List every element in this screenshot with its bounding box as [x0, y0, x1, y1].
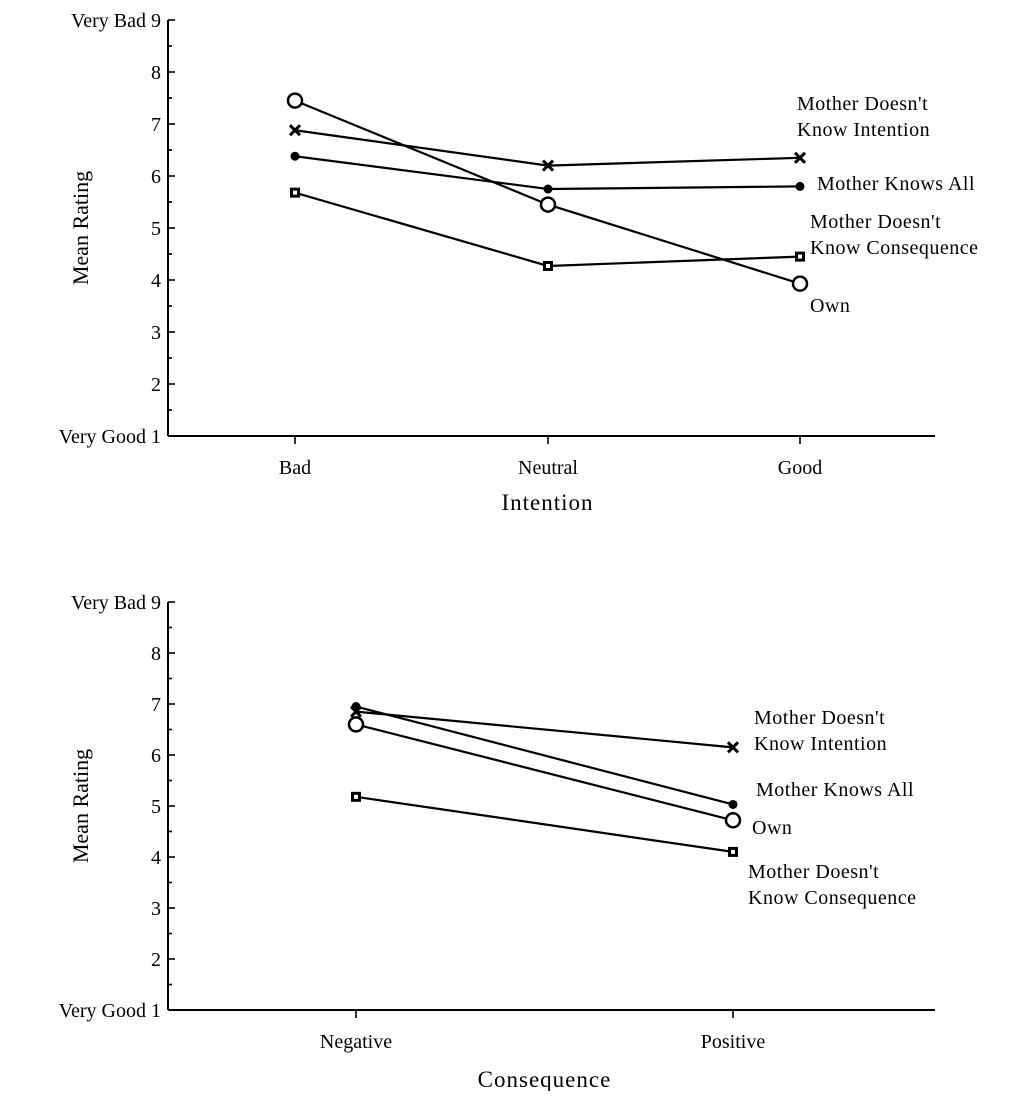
series-label: Mother Doesn't — [810, 211, 941, 233]
series-label: Own — [752, 817, 792, 839]
square-marker-center — [798, 254, 802, 259]
y-tick-label: 3 — [151, 322, 161, 344]
y-tick-label: 7 — [151, 114, 161, 136]
dot-marker — [728, 799, 738, 809]
consequence-chart: Very Good 1 2 3 4 5 6 7 8 Very Bad 9 Negative Posi… — [59, 592, 935, 1092]
series-line-circle — [355, 723, 734, 822]
cross-marker-stroke — [793, 151, 807, 164]
x-axis-title: Intention — [501, 490, 593, 515]
series-line-cross — [294, 129, 801, 167]
series-line-cross — [355, 710, 734, 749]
square-marker-center — [546, 263, 550, 268]
circle-marker — [286, 92, 304, 109]
x-tick-label: Good — [778, 457, 822, 479]
series-label: Mother Doesn't — [748, 861, 879, 883]
x-tick-label: Bad — [279, 457, 311, 479]
y-tick-label: 2 — [151, 374, 161, 396]
y-tick-label: 8 — [151, 643, 161, 665]
circle-marker — [347, 716, 365, 733]
dot-marker — [290, 151, 300, 161]
circle-marker — [539, 196, 557, 213]
y-tick-label: 6 — [151, 745, 161, 767]
dot-marker — [795, 181, 805, 191]
y-tick-label: Very Bad 9 — [71, 10, 161, 32]
series-line-square — [355, 795, 734, 853]
cross-marker-stroke — [541, 159, 555, 172]
y-tick-label: Very Good 1 — [59, 426, 161, 448]
dot-marker — [543, 184, 553, 194]
y-tick-label: 4 — [151, 847, 161, 869]
intention-chart: Very Good 1 2 3 4 5 6 7 8 Very Bad 9 Bad Neutral Go… — [59, 10, 979, 515]
y-axis-title: Mean Rating — [68, 749, 93, 863]
circle-marker — [791, 275, 809, 292]
series-label: Own — [810, 295, 850, 317]
cross-marker-stroke — [288, 124, 302, 137]
y-tick-label: 2 — [151, 949, 161, 971]
series-line-dot — [355, 705, 734, 806]
series-label: Mother Doesn't — [754, 707, 885, 729]
y-tick-label: 5 — [151, 796, 161, 818]
y-tick-label: 4 — [151, 270, 161, 292]
series-label: Know Intention — [754, 733, 887, 755]
series-label: Know Intention — [797, 119, 930, 141]
y-tick-label: 8 — [151, 62, 161, 84]
cross-marker-stroke — [726, 741, 740, 754]
series-label: Know Consequence — [810, 237, 979, 259]
square-marker-center — [354, 794, 358, 799]
y-tick-label: 3 — [151, 898, 161, 920]
dot-marker — [351, 702, 361, 712]
y-tick-label: Very Bad 9 — [71, 592, 161, 614]
y-tick-label: 6 — [151, 166, 161, 188]
x-tick-label: Neutral — [518, 457, 578, 479]
circle-marker — [724, 812, 742, 829]
y-tick-label: Very Good 1 — [59, 1000, 161, 1022]
y-tick-label: 5 — [151, 218, 161, 240]
square-marker-center — [731, 849, 735, 854]
square-marker-center — [293, 190, 297, 195]
x-tick-label: Positive — [701, 1031, 766, 1053]
y-tick-label: 7 — [151, 694, 161, 716]
series-label: Mother Knows All — [817, 173, 975, 195]
series-label: Mother Doesn't — [797, 93, 928, 115]
x-tick-label: Negative — [320, 1031, 392, 1053]
y-axis-title: Mean Rating — [68, 171, 93, 285]
series-label: Know Consequence — [748, 887, 917, 909]
series-label: Mother Knows All — [756, 779, 914, 801]
x-axis-title: Consequence — [478, 1067, 612, 1091]
